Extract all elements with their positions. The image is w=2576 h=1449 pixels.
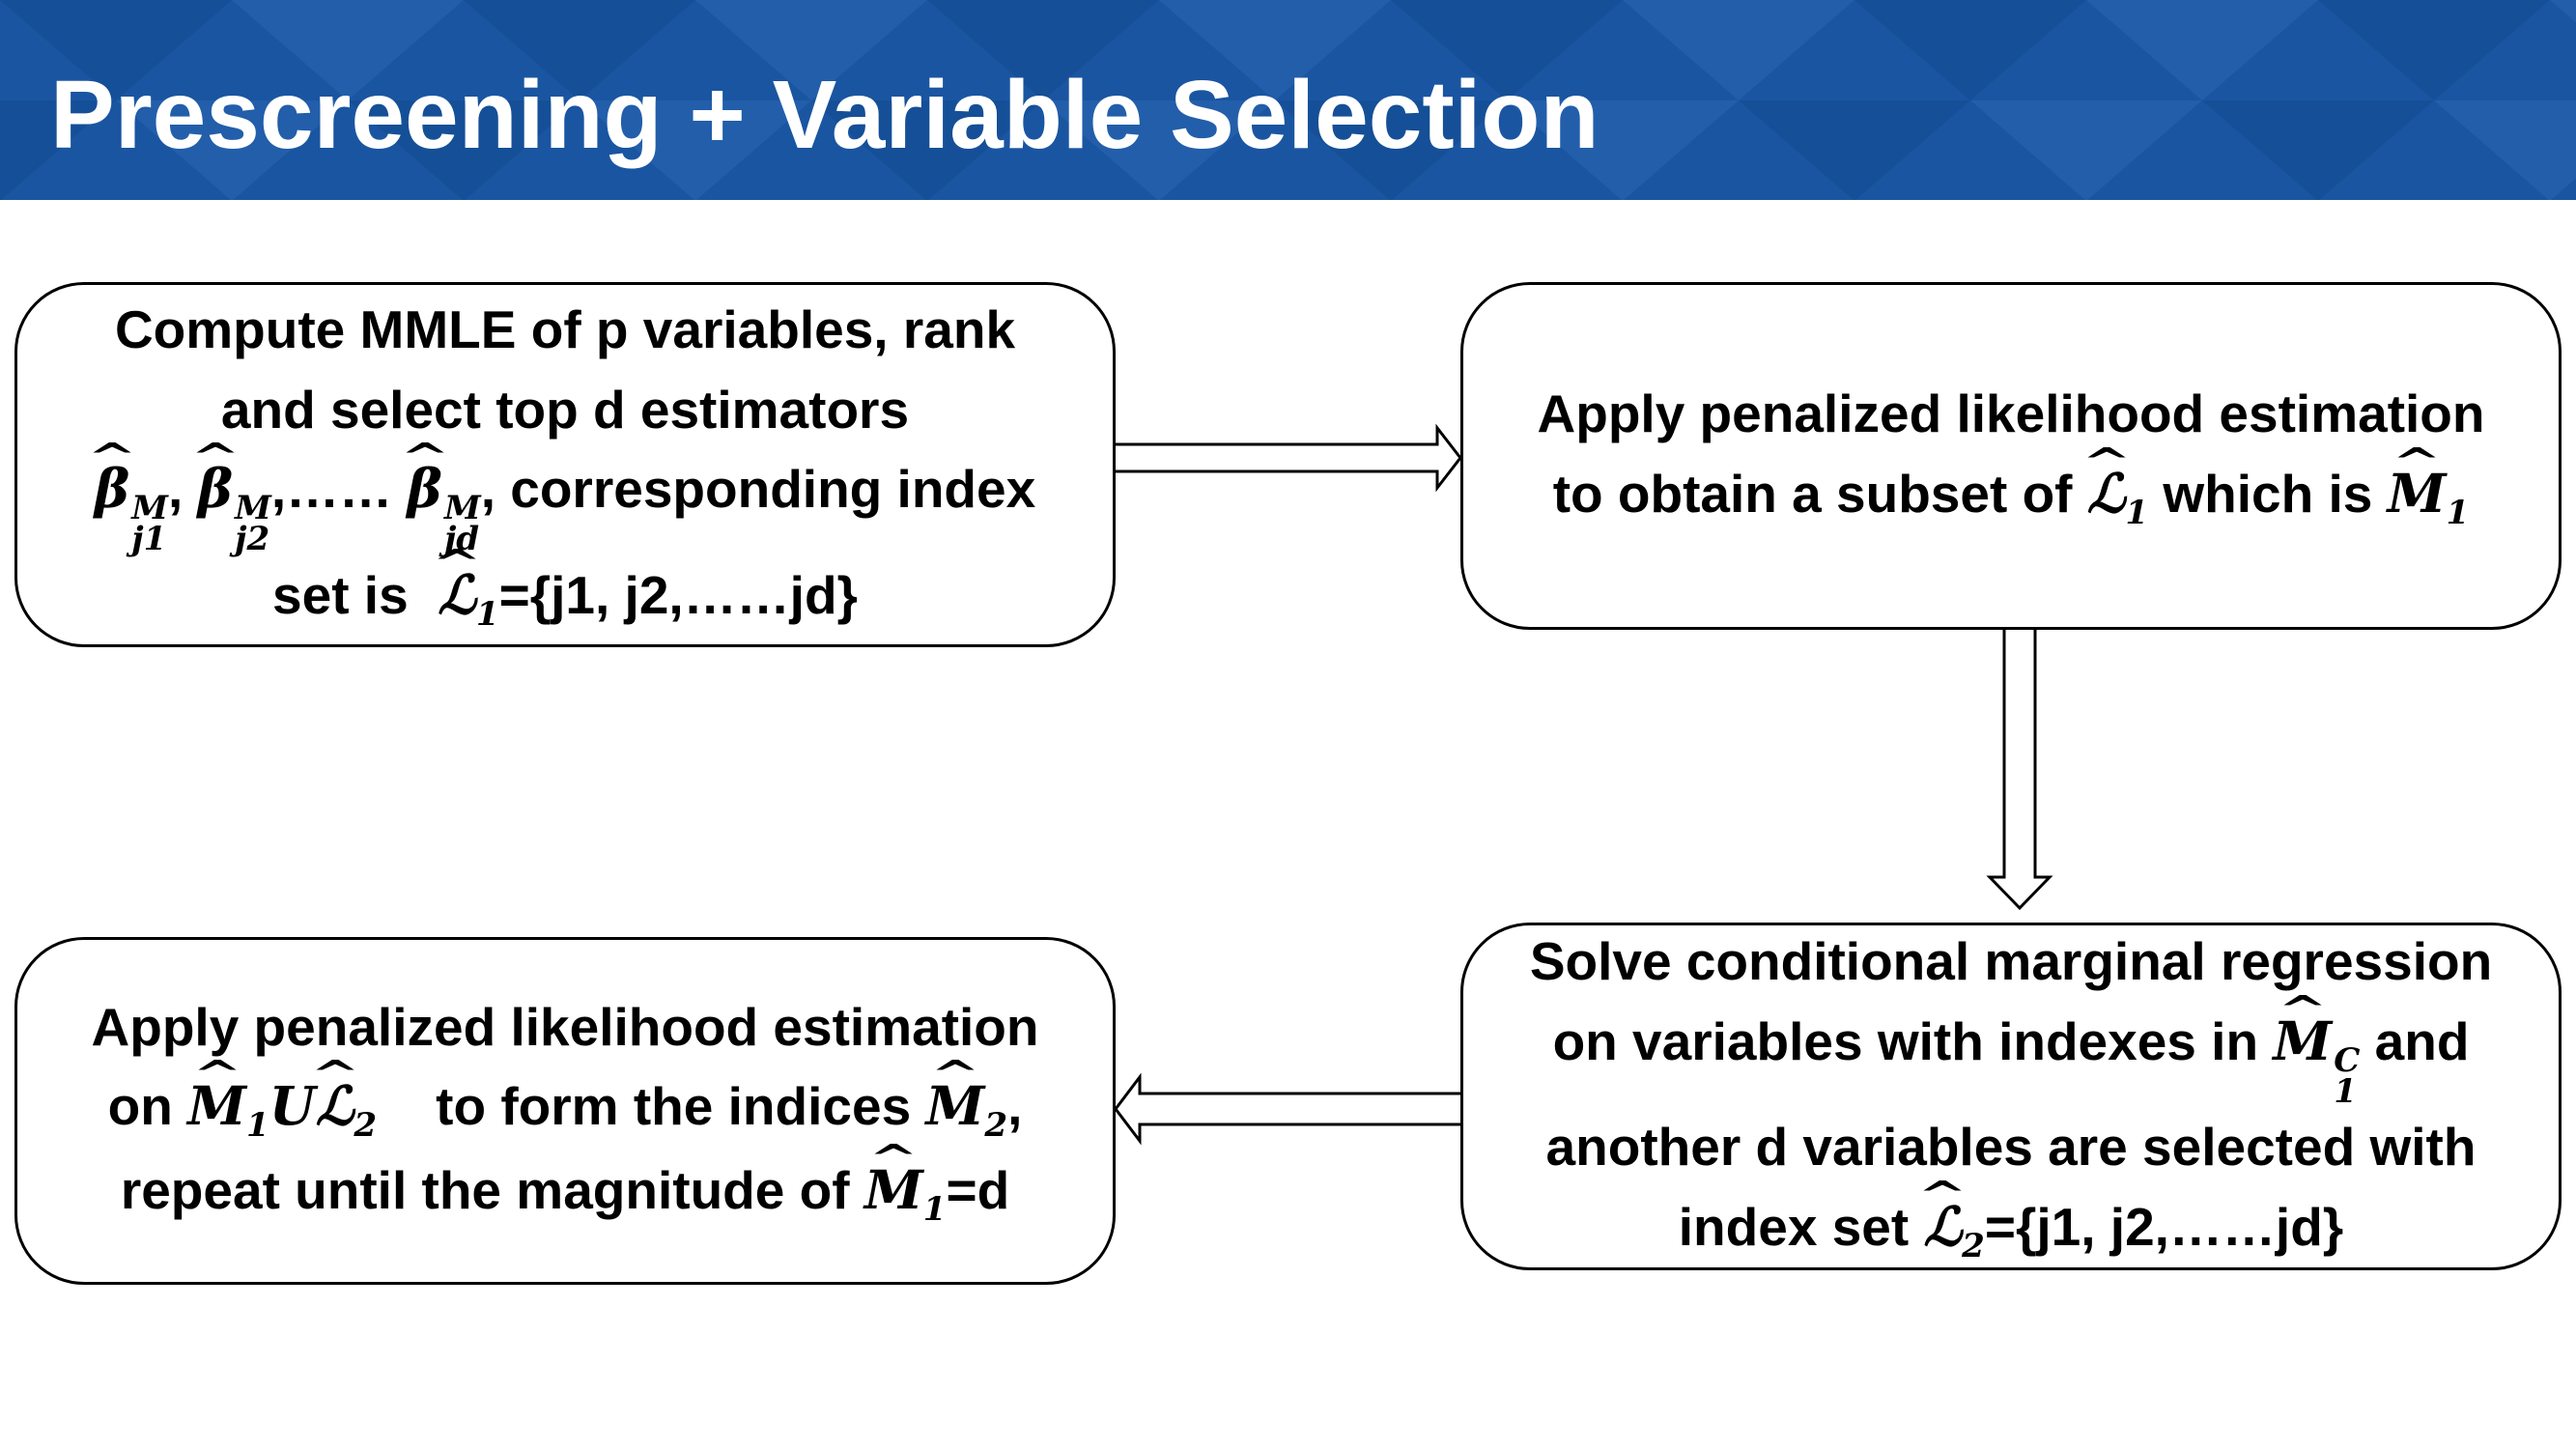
m2-subscript: 2 [984, 1106, 1008, 1146]
banner-triangle [0, 0, 232, 100]
banner-triangle [2318, 0, 2550, 100]
banner-triangle [2434, 100, 2576, 200]
step1-index-set: set is ℒ1={j1, j2,……jd} [272, 555, 858, 639]
banner-triangle [695, 0, 927, 100]
step2-line2: to obtain a subset of ℒ1 which is M1 [1553, 454, 2470, 538]
eq-d-text: =d [946, 1160, 1010, 1221]
l1-hat-symbol: ℒ [438, 555, 476, 636]
l2-subscript: 2 [354, 1106, 378, 1146]
banner-triangle [1854, 0, 2086, 100]
l2-subscript: 2 [1962, 1226, 1985, 1265]
step-penalized-subset-box: Apply penalized likelihood estimation to… [1460, 282, 2562, 630]
step1-line1: Compute MMLE of p variables, rank [114, 299, 1016, 360]
m1-hat-symbol: M [864, 1151, 923, 1231]
step1-line2: and select top d estimators [220, 379, 910, 440]
comma: , [1007, 1076, 1023, 1137]
banner-pattern [0, 0, 2576, 200]
banner-triangle [116, 100, 348, 200]
step4-line2: on M1Uℒ2 to form the indices M2, [108, 1066, 1023, 1151]
beta-sup-m: M [131, 489, 169, 528]
step2-line1: Apply penalized likelihood estimation [1537, 384, 2485, 444]
m1c-hat-symbol: M [2273, 1002, 2332, 1082]
beta-sub-j1: j1 [131, 520, 167, 559]
union-symbol: U [269, 1074, 316, 1138]
step1-tail-text: , corresponding index [480, 459, 1036, 520]
title-banner: Prescreening + Variable Selection [0, 0, 2576, 200]
slide-title: Prescreening + Variable Selection [50, 61, 1599, 169]
arrow-left [1114, 1072, 1460, 1146]
step3-line2: on variables with indexes in MC1 and [1552, 1002, 2470, 1111]
step4-line3-prefix: repeat until the magnitude of [120, 1160, 850, 1221]
step-compute-mmle-box: Compute MMLE of p variables, rank and se… [14, 282, 1116, 647]
banner-triangle [1623, 0, 1854, 100]
banner-triangle [232, 0, 464, 100]
beta-sup-m: M [235, 489, 271, 528]
step3-line3: another d variables are selected with [1545, 1117, 2477, 1178]
banner-triangle [811, 100, 1043, 200]
banner-triangle [927, 0, 1159, 100]
banner-triangle [1275, 100, 1507, 200]
m1-subscript: 1 [922, 1190, 947, 1230]
arrow-down [1986, 630, 2053, 911]
beta-j1-symbol: β [95, 449, 130, 529]
to-form-text: to form the indices [436, 1076, 912, 1137]
m1-subscript: 1 [246, 1106, 269, 1146]
step-conditional-regression-box: Solve conditional marginal regression on… [1460, 923, 2562, 1270]
banner-triangle [1159, 0, 1391, 100]
l2-hat-symbol: ℒ [1923, 1187, 1962, 1267]
banner-triangle [0, 100, 116, 200]
banner-triangle [580, 100, 811, 200]
ellipsis: ,…… [270, 459, 393, 520]
set-is-text: set is [272, 564, 409, 625]
banner-triangle [1507, 100, 1739, 200]
step-repeat-box: Apply penalized likelihood estimation on… [14, 937, 1116, 1285]
m2-hat-symbol: M [925, 1066, 984, 1147]
beta-sub-j2: j2 [235, 520, 270, 559]
and-text: and [2374, 1010, 2470, 1071]
step2-prefix: to obtain a subset of [1552, 463, 2073, 524]
banner-triangle [1970, 100, 2202, 200]
banner-triangle [348, 100, 580, 200]
l1-subscript: 1 [2125, 493, 2149, 532]
beta-jd-symbol: β [407, 449, 442, 529]
m1-hat-symbol: M [187, 1066, 246, 1147]
banner-triangle [2202, 100, 2434, 200]
banner-triangle [1391, 0, 1623, 100]
l1-subscript: 1 [475, 594, 499, 634]
step3-prefix: on variables with indexes in [1552, 1010, 2259, 1071]
on-text: on [107, 1076, 173, 1137]
which-is-text: which is [2163, 463, 2373, 524]
index-set-values: ={j1, j2,……jd} [1984, 1196, 2344, 1257]
banner-triangle [1043, 100, 1275, 200]
beta-sup-m: M [443, 489, 481, 528]
banner-triangle [2550, 0, 2576, 23]
step4-line3: repeat until the magnitude of M1=d [121, 1151, 1009, 1235]
comma: , [168, 459, 184, 520]
step3-line4: index set ℒ2={j1, j2,……jd} [1679, 1187, 2343, 1271]
m-sup-c: C [2334, 1040, 2361, 1080]
beta-j2-symbol: β [198, 449, 234, 529]
banner-triangle [464, 0, 695, 100]
m-sub-1: 1 [2334, 1071, 2357, 1111]
banner-triangle [2086, 0, 2318, 100]
m1-hat-symbol: M [2388, 454, 2447, 534]
step3-line1: Solve conditional marginal regression [1529, 931, 2493, 992]
index-set-values: ={j1, j2,……jd} [498, 564, 858, 625]
index-set-text: index set [1678, 1196, 1910, 1257]
l2-hat-symbol: ℒ [316, 1066, 354, 1147]
banner-triangle [1739, 100, 1970, 200]
arrow-right [1116, 423, 1462, 493]
step4-line1: Apply penalized likelihood estimation [91, 996, 1039, 1057]
l1-hat-symbol: ℒ [2087, 454, 2126, 534]
m1-subscript: 1 [2446, 493, 2470, 532]
